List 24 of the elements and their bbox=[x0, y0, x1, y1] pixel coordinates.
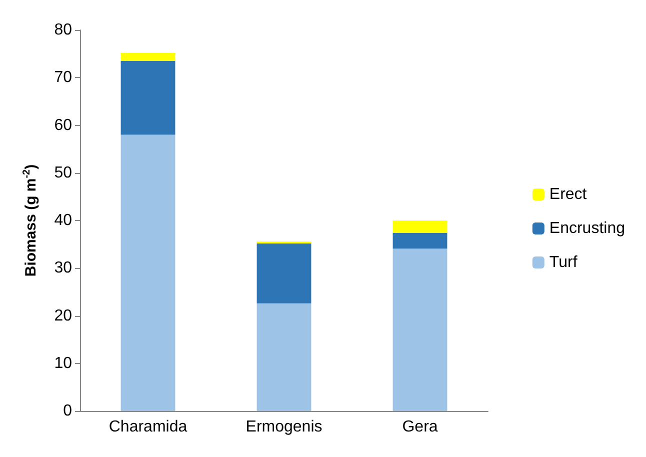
y-axis-title: Biomass (g m-2) bbox=[22, 164, 40, 277]
bar bbox=[120, 134, 176, 411]
legend-label: Turf bbox=[549, 254, 578, 271]
y-tick-label: 60 bbox=[54, 116, 72, 134]
y-tick-label: 0 bbox=[63, 402, 72, 420]
bar bbox=[120, 60, 176, 135]
y-tick-label: 70 bbox=[54, 69, 72, 86]
y-tick-label: 10 bbox=[54, 354, 72, 372]
y-tick-label: 30 bbox=[54, 260, 72, 277]
y-tick-label: 20 bbox=[54, 307, 72, 324]
bar bbox=[392, 248, 448, 411]
y-tick-label: 40 bbox=[54, 212, 72, 229]
y-tick-label: 50 bbox=[54, 164, 72, 182]
y-tick-label: 80 bbox=[54, 22, 72, 38]
bar bbox=[256, 303, 312, 411]
bar bbox=[256, 243, 312, 304]
bar bbox=[392, 232, 448, 249]
legend-label: Encrusting bbox=[549, 220, 625, 237]
x-tick-label: Charamida bbox=[108, 418, 188, 436]
x-tick-label: Ermogenis bbox=[246, 418, 322, 436]
bar bbox=[392, 220, 448, 233]
legend-label: Erect bbox=[549, 186, 588, 203]
x-tick-label: Gera bbox=[402, 418, 438, 436]
bar bbox=[120, 52, 176, 61]
